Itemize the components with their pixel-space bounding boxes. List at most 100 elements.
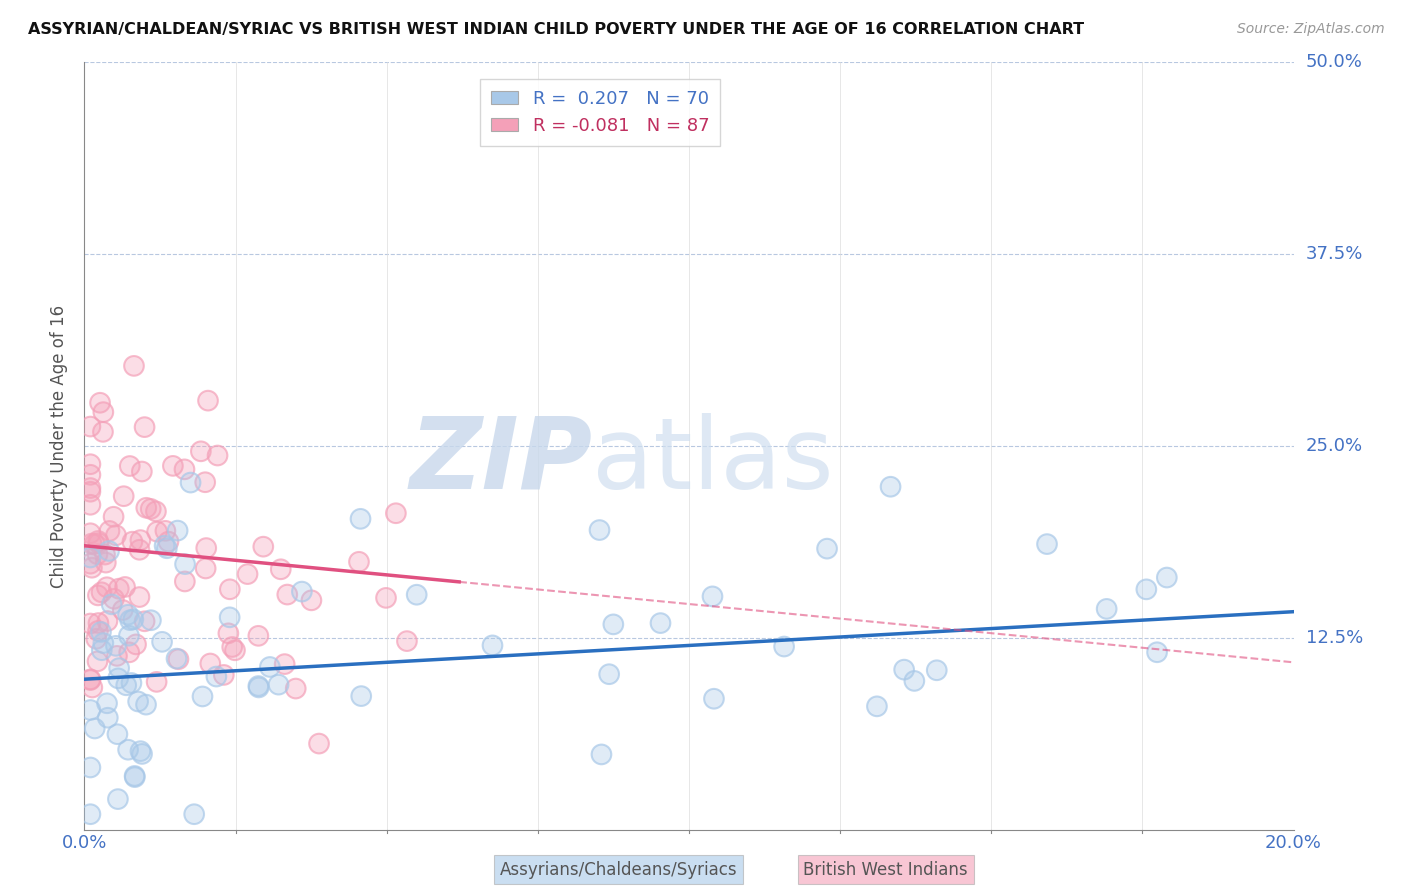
Point	[117, 742, 139, 756]
Point	[90, 643, 112, 657]
Point	[128, 542, 150, 557]
Point	[112, 489, 135, 503]
Point	[89, 396, 111, 410]
Point	[598, 667, 620, 681]
Point	[117, 607, 139, 622]
Point	[276, 588, 298, 602]
Point	[103, 591, 125, 606]
Point	[98, 524, 121, 538]
Point	[180, 475, 202, 490]
Point	[166, 651, 188, 665]
Point	[291, 584, 314, 599]
Point	[270, 562, 292, 576]
Point	[91, 425, 114, 439]
Point	[773, 640, 796, 654]
Point	[221, 640, 243, 654]
Point	[134, 420, 156, 434]
Point	[107, 671, 129, 685]
Point	[129, 744, 152, 758]
Point	[156, 541, 179, 556]
Point	[197, 393, 219, 408]
Point	[207, 449, 229, 463]
Point	[925, 663, 948, 677]
Point	[205, 669, 228, 683]
Point	[815, 541, 838, 556]
Point	[128, 590, 150, 604]
Point	[893, 663, 915, 677]
Point	[259, 660, 281, 674]
Point	[252, 540, 274, 554]
Point	[94, 556, 117, 570]
Point	[284, 681, 307, 696]
Point	[118, 645, 141, 659]
Point	[273, 657, 295, 672]
Point	[259, 660, 281, 674]
Point	[124, 769, 146, 783]
Point	[703, 691, 725, 706]
Point	[100, 598, 122, 612]
Point	[591, 747, 613, 762]
Point	[194, 561, 217, 575]
Point	[173, 574, 195, 589]
Point	[79, 673, 101, 687]
Point	[118, 458, 141, 473]
Text: Source: ZipAtlas.com: Source: ZipAtlas.com	[1237, 22, 1385, 37]
Point	[347, 555, 370, 569]
Point	[128, 590, 150, 604]
Point	[139, 613, 162, 627]
Point	[134, 420, 156, 434]
Point	[1095, 602, 1118, 616]
Point	[217, 626, 239, 640]
Text: ASSYRIAN/CHALDEAN/SYRIAC VS BRITISH WEST INDIAN CHILD POVERTY UNDER THE AGE OF 1: ASSYRIAN/CHALDEAN/SYRIAC VS BRITISH WEST…	[28, 22, 1084, 37]
Point	[96, 696, 118, 710]
Point	[87, 615, 110, 630]
Point	[166, 524, 188, 538]
Point	[267, 678, 290, 692]
Point	[247, 629, 270, 643]
Point	[114, 580, 136, 594]
Point	[129, 533, 152, 547]
Point	[135, 698, 157, 712]
Point	[104, 639, 127, 653]
Point	[96, 580, 118, 594]
Point	[86, 654, 108, 668]
Point	[82, 681, 104, 695]
Point	[90, 585, 112, 599]
Point	[79, 484, 101, 499]
Point	[146, 524, 169, 539]
Point	[134, 615, 156, 629]
Point	[166, 524, 188, 538]
Point	[347, 555, 370, 569]
Point	[79, 526, 101, 541]
Point	[124, 770, 146, 784]
Point	[162, 458, 184, 473]
Point	[83, 537, 105, 551]
Point	[236, 567, 259, 582]
Point	[224, 643, 246, 657]
Point	[385, 506, 408, 520]
Point	[173, 462, 195, 476]
Point	[112, 489, 135, 503]
Point	[247, 681, 270, 695]
Point	[903, 673, 925, 688]
Point	[925, 663, 948, 677]
Point	[349, 512, 371, 526]
Point	[79, 550, 101, 565]
Point	[125, 637, 148, 651]
Point	[97, 711, 120, 725]
Point	[200, 657, 222, 671]
Point	[217, 626, 239, 640]
Point	[114, 580, 136, 594]
Point	[135, 500, 157, 515]
Point	[90, 643, 112, 657]
Point	[1036, 537, 1059, 551]
Text: atlas: atlas	[592, 413, 834, 510]
Point	[166, 651, 188, 665]
Point	[702, 590, 724, 604]
Point	[212, 668, 235, 682]
Point	[80, 560, 103, 574]
Point	[94, 548, 117, 562]
Point	[602, 617, 624, 632]
Point	[267, 678, 290, 692]
Point	[120, 676, 142, 690]
